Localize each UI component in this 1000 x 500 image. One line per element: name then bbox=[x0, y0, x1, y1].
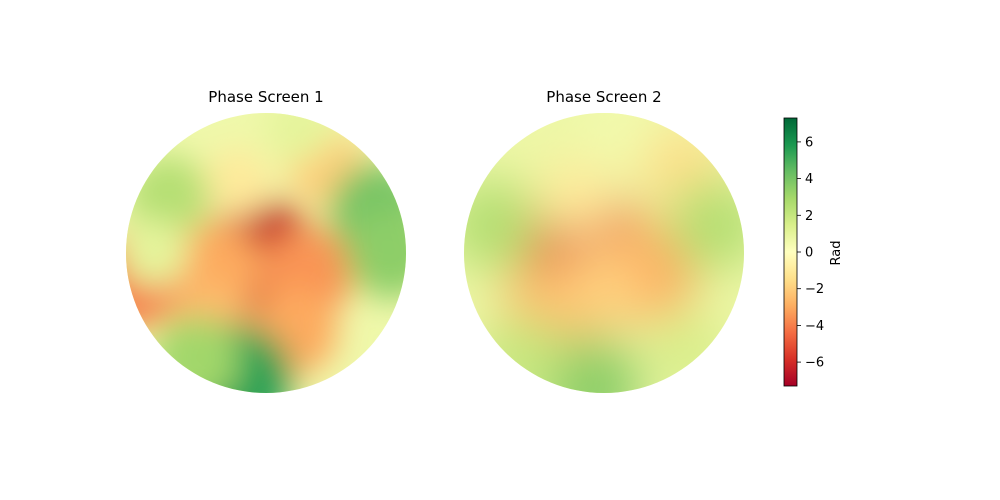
phase-screen-2-map bbox=[464, 113, 744, 393]
panel-1-title: Phase Screen 1 bbox=[208, 88, 324, 106]
panel-1-feature-9 bbox=[346, 207, 406, 299]
panel-2-feature-4 bbox=[537, 158, 615, 236]
phase-screen-1-map bbox=[126, 113, 406, 393]
colorbar-tick-label: 6 bbox=[805, 135, 813, 150]
panel-2-feature-7 bbox=[464, 178, 539, 272]
panel-2-feature-8 bbox=[669, 178, 744, 272]
panel-1-feature-14 bbox=[126, 218, 189, 288]
colorbar-tick-label: −6 bbox=[805, 356, 824, 371]
panel-2-feature-6 bbox=[581, 113, 655, 164]
panel-2-feature-3 bbox=[559, 242, 649, 331]
panel-1-feature-6 bbox=[203, 148, 273, 218]
colorbar-tick-label: −4 bbox=[805, 319, 824, 334]
panel-2-feature-11 bbox=[646, 309, 730, 393]
panel-2-title: Phase Screen 2 bbox=[546, 88, 662, 106]
panel-1-feature-13 bbox=[265, 113, 335, 162]
colorbar-tick-label: 4 bbox=[805, 172, 813, 187]
colorbar: −6 −4 −2 0 2 4 6 Rad bbox=[783, 117, 844, 387]
colorbar-bar bbox=[783, 117, 798, 387]
colorbar-label: Rad bbox=[829, 241, 844, 266]
panel-2-feature-10 bbox=[475, 315, 565, 393]
panel-1-feature-12 bbox=[152, 315, 240, 393]
colorbar-tick-label: −2 bbox=[805, 282, 824, 297]
colorbar-tick-label: 0 bbox=[805, 246, 813, 261]
colorbar-tick-label: 2 bbox=[805, 209, 813, 224]
